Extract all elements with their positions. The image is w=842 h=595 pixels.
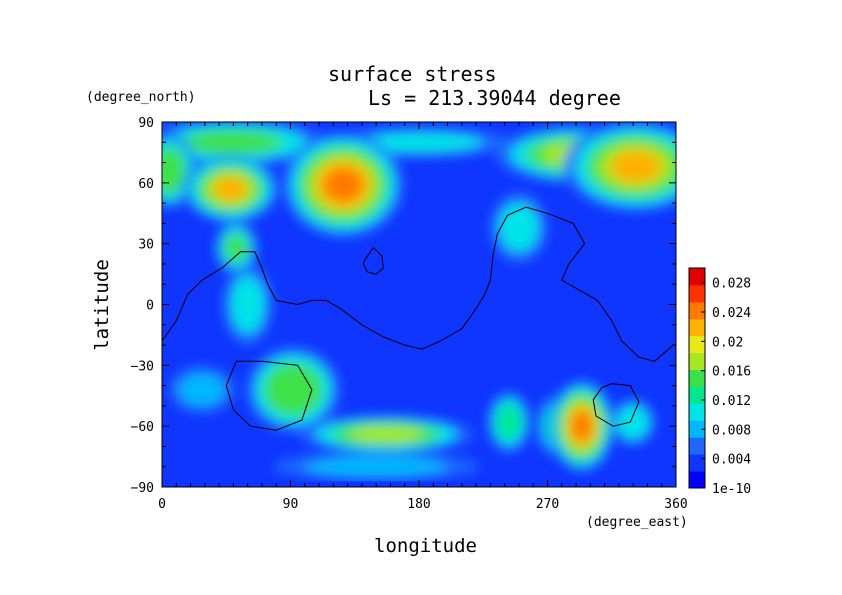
y-tick-label: 90 (138, 116, 154, 131)
colorbar-swatch (689, 386, 705, 404)
colorbar-tick-label: 0.008 (712, 423, 751, 438)
colorbar-frame (688, 267, 706, 489)
x-axis-label: longitude (374, 535, 477, 557)
heatmap-hotspot (273, 371, 314, 408)
heatmap-hotspot (162, 154, 181, 187)
y-tick-label: 0 (146, 299, 154, 314)
heatmap-hotspot (497, 405, 521, 439)
colorbar-swatch (689, 268, 705, 286)
heatmap-hotspot (224, 233, 248, 262)
heatmap-hotspot (179, 373, 225, 406)
x-tick-label: 90 (283, 497, 299, 512)
heatmap-hotspot (498, 203, 539, 252)
colorbar-swatch (689, 471, 705, 489)
contour-outline (592, 383, 640, 427)
colorbar-swatch (689, 420, 705, 438)
y-axis: 90 60 30 0 −30 −60 −90 (131, 116, 676, 496)
y-tick-label: −30 (131, 359, 154, 374)
contour-outline (362, 246, 384, 275)
colorbar: 1e-10 0.004 0.008 0.012 0.016 0.02 0.024 0.028 (688, 267, 751, 497)
y-tick-label: 60 (138, 177, 154, 192)
colorbar-swatch (689, 335, 705, 354)
colorbar-swatch (689, 352, 705, 371)
heatmap-hotspots (162, 122, 676, 482)
heatmap-hotspot (183, 130, 284, 155)
y-axis-units: (degree_north) (86, 90, 196, 105)
y-axis-label: latitude (91, 259, 113, 351)
heatmap-hotspot (571, 411, 592, 441)
colorbar-swatch (689, 437, 705, 455)
heatmap-hotspot (230, 276, 265, 333)
heatmap-hotspot (354, 132, 484, 153)
heatmap-hotspot (610, 150, 662, 183)
x-tick-label: 180 (407, 497, 430, 512)
contour-outline (162, 206, 674, 362)
x-tick-label: 0 (158, 497, 166, 512)
heatmap-hotspot (621, 409, 645, 435)
heatmap-hotspot (304, 456, 448, 477)
colorbar-swatch (689, 369, 705, 387)
x-tick-label: 360 (664, 497, 687, 512)
x-axis: 0 90 180 270 360 (158, 122, 688, 512)
y-tick-label: −60 (131, 420, 154, 435)
colorbar-tick-label: 0.016 (712, 365, 751, 380)
y-tick-label: −90 (131, 481, 154, 496)
colorbar-tick-label: 1e-10 (712, 482, 751, 497)
heatmap-hotspot (349, 426, 424, 443)
heatmap-hotspot (324, 168, 362, 202)
colorbar-swatch (689, 301, 705, 320)
coastline-contours (162, 206, 674, 431)
heatmap-hotspot (213, 176, 248, 202)
heatmap-field (162, 122, 676, 487)
x-axis-units: (degree_east) (586, 515, 688, 530)
colorbar-tick-label: 0.028 (712, 277, 751, 292)
colorbar-tick-label: 0.004 (712, 453, 751, 468)
colorbar-swatch (689, 403, 705, 421)
colorbar-swatch (689, 284, 705, 303)
contour-outline (225, 360, 313, 431)
colorbar-tick-label: 0.02 (712, 335, 743, 350)
colorbar-swatch (689, 454, 705, 472)
colorbar-swatch (689, 318, 705, 337)
colorbar-tick-label: 0.012 (712, 394, 751, 409)
chart-title: surface stress (328, 62, 497, 86)
x-tick-label: 270 (536, 497, 559, 512)
y-tick-label: 30 (138, 238, 154, 253)
chart-subtitle: Ls = 213.39044 degree (368, 86, 621, 110)
colorbar-tick-label: 0.024 (712, 306, 751, 321)
